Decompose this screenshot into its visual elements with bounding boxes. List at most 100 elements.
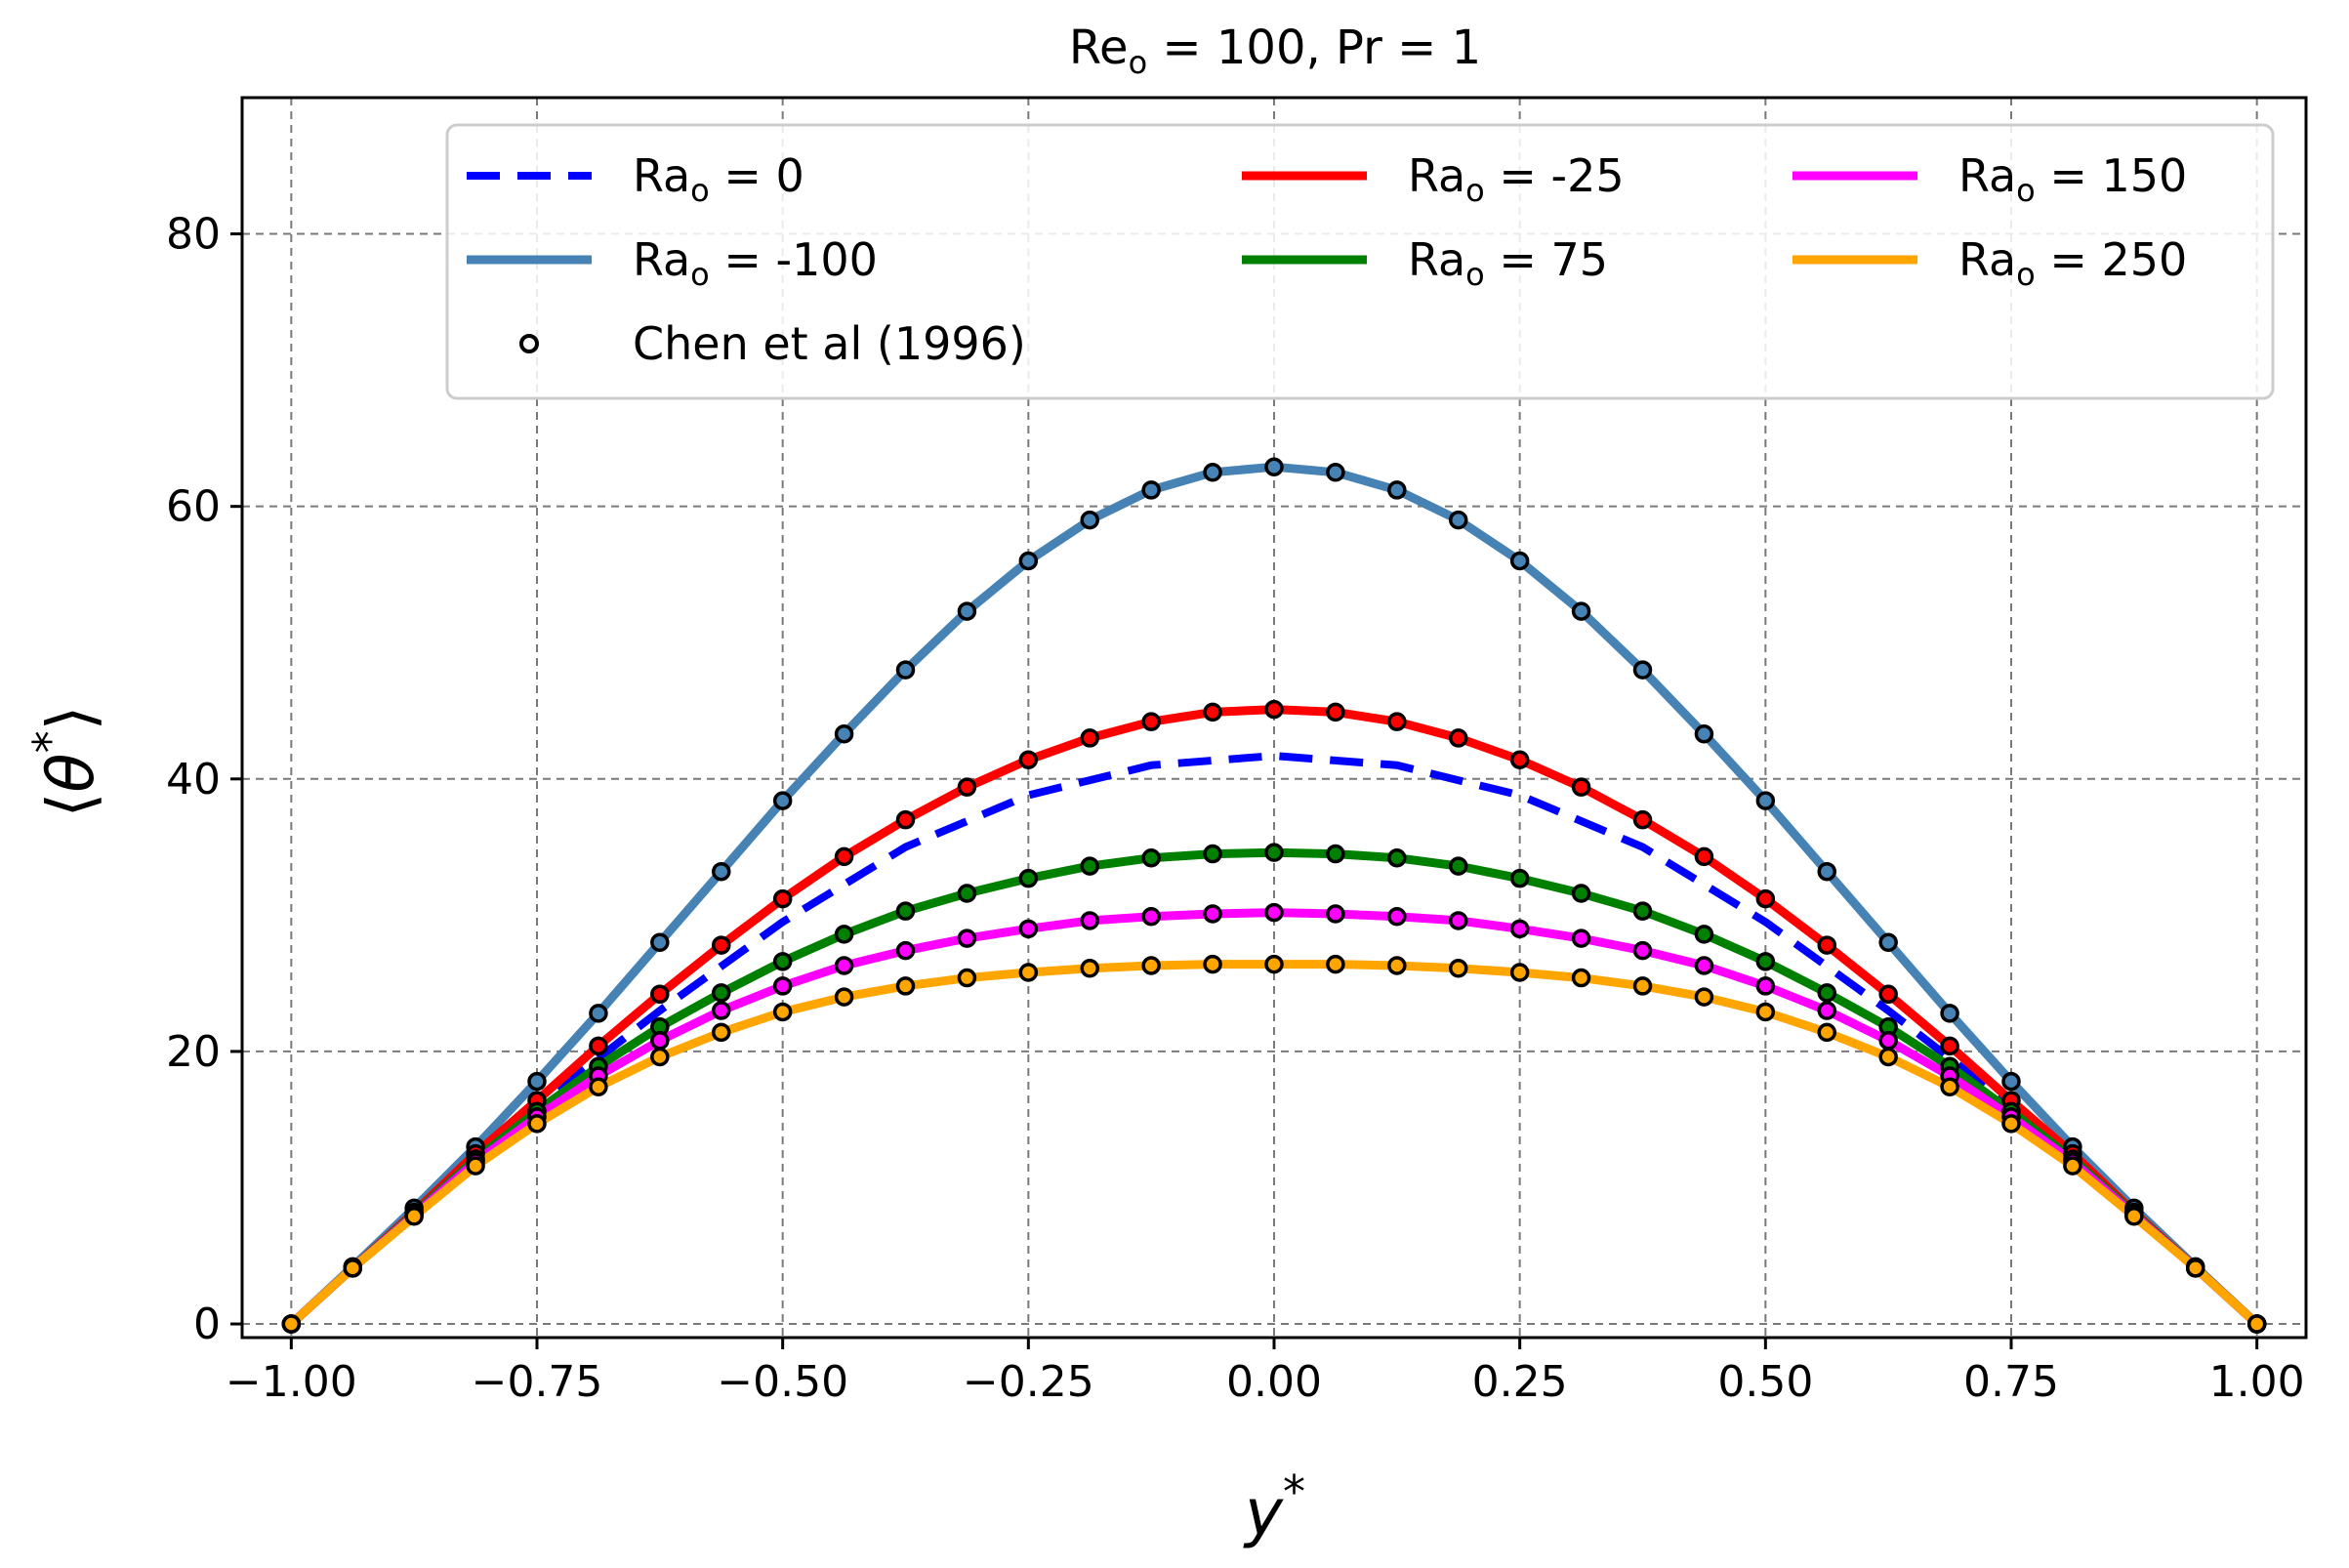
data-point-marker [957, 884, 977, 903]
legend-item: Rao = 150 [1793, 149, 2187, 209]
title-rest: = 100, Pr = 1 [1147, 21, 1481, 75]
data-point-marker [2001, 1071, 2021, 1092]
data-point-marker [1878, 932, 1898, 953]
x-tick-label: −0.25 [963, 1357, 1094, 1407]
x-tick-label: −0.50 [717, 1357, 848, 1407]
marker-layer [281, 457, 2267, 1334]
data-point-marker [589, 1004, 608, 1023]
x-tick-label: 1.00 [2209, 1357, 2305, 1407]
x-tick-label: 0.75 [1963, 1357, 2059, 1407]
x-tick-label: −0.75 [472, 1357, 603, 1407]
y-tick-label: 20 [166, 1027, 221, 1077]
data-point-marker [1141, 907, 1161, 927]
data-point-marker [343, 1259, 362, 1278]
data-point-marker [1203, 702, 1222, 722]
data-point-marker [1080, 856, 1099, 876]
legend-label: Rao = -100 [633, 233, 878, 293]
data-point-marker [772, 1002, 793, 1022]
data-point-marker [1632, 660, 1653, 680]
data-point-marker [1141, 956, 1161, 975]
data-point-marker [712, 1022, 731, 1043]
data-point-marker [1018, 919, 1039, 939]
data-point-marker [527, 1114, 547, 1134]
legend-marker [519, 334, 539, 353]
data-point-marker [650, 1031, 670, 1051]
data-point-marker [1387, 907, 1407, 927]
data-point-marker [2246, 1314, 2267, 1334]
data-point-marker [712, 1001, 731, 1020]
data-point-marker [1509, 919, 1530, 939]
data-point-marker [957, 968, 977, 988]
data-point-marker [895, 976, 916, 996]
data-point-marker [834, 723, 854, 744]
data-point-marker [895, 940, 916, 961]
data-point-marker [1755, 791, 1776, 810]
data-point-marker [1080, 728, 1099, 748]
data-point-marker [1018, 963, 1039, 982]
data-point-marker [1449, 856, 1468, 876]
data-point-marker [1326, 844, 1345, 864]
data-point-marker [1449, 728, 1468, 748]
data-point-marker [1449, 510, 1468, 530]
x-tick-label: 0.50 [1717, 1357, 1813, 1407]
data-point-marker [2063, 1156, 2082, 1176]
data-point-marker [1449, 959, 1468, 978]
data-point-marker [1817, 861, 1836, 882]
legend-label: Rao = 150 [1958, 149, 2187, 209]
y-axis-label-sup: * [23, 730, 76, 753]
data-point-marker [1571, 601, 1591, 621]
data-point-marker [1755, 888, 1776, 909]
data-point-marker [1387, 480, 1407, 500]
y-axis-label-close: ⟩ [33, 706, 108, 731]
data-point-marker [2186, 1259, 2205, 1278]
legend-item: Rao = -25 [1242, 149, 1625, 209]
data-point-marker [1141, 847, 1161, 868]
data-point-marker [772, 791, 793, 810]
data-point-marker [895, 660, 916, 680]
data-point-marker [1326, 702, 1345, 722]
legend-label: Rao = 75 [1408, 233, 1608, 293]
x-tick-label: 0.25 [1472, 1357, 1568, 1407]
data-point-marker [589, 1036, 608, 1056]
data-point-marker [1632, 976, 1653, 996]
x-tick-label: 0.00 [1226, 1357, 1322, 1407]
data-point-marker [1632, 809, 1653, 830]
data-point-marker [1141, 480, 1161, 500]
data-point-marker [1509, 551, 1530, 571]
data-point-marker [1387, 712, 1407, 731]
series-line [288, 752, 2260, 1327]
x-axis-label: y* [1243, 1465, 1305, 1550]
x-tick-label: −1.00 [226, 1357, 357, 1407]
data-point-marker [1203, 904, 1222, 924]
data-point-marker [1449, 911, 1468, 930]
y-axis-label-open: ⟨ [33, 793, 108, 818]
data-point-marker [1755, 952, 1776, 971]
data-point-marker [650, 932, 670, 953]
x-axis-label-sup: * [1283, 1465, 1305, 1518]
legend-item: Chen et al (1996) [519, 317, 1026, 370]
data-point-marker [834, 987, 854, 1007]
data-point-marker [1694, 956, 1714, 975]
legend: Rao = 0 Rao = -100 Chen et al (1996) Rao = … [445, 123, 2275, 400]
data-point-marker [712, 935, 731, 955]
data-point-marker [1509, 750, 1530, 770]
data-point-marker [1694, 987, 1714, 1007]
data-point-marker [1632, 940, 1653, 961]
data-point-marker [1326, 463, 1345, 482]
y-tick-label: 60 [166, 482, 221, 532]
data-point-marker [1940, 1004, 1959, 1023]
data-point-marker [1509, 963, 1530, 982]
legend-item: Rao = 0 [467, 149, 804, 209]
data-point-marker [1817, 983, 1836, 1003]
data-point-marker [1817, 1022, 1836, 1043]
legend-items: Rao = 0 Rao = -100 Chen et al (1996) Rao = … [467, 149, 2187, 370]
data-point-marker [1080, 510, 1099, 530]
data-point-marker [712, 983, 731, 1003]
x-axis-label-base: y [1243, 1475, 1284, 1550]
data-point-marker [1878, 1031, 1898, 1051]
data-point-marker [1080, 911, 1099, 930]
data-point-marker [1387, 956, 1407, 975]
data-point-marker [1571, 928, 1591, 948]
data-point-marker [772, 888, 793, 909]
